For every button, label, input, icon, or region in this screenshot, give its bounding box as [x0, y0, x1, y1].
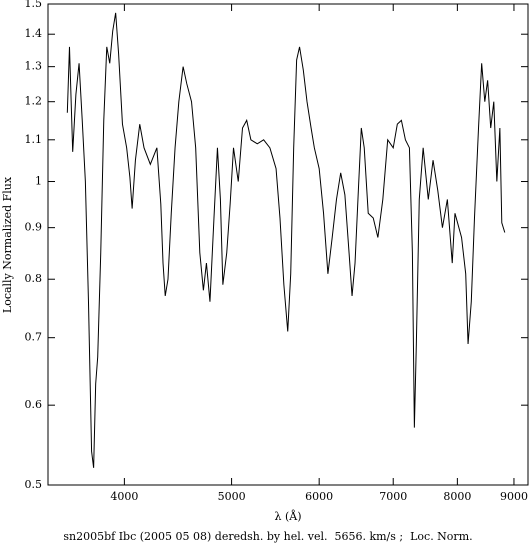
- plot-frame: [47, 3, 529, 486]
- x-tick-label: 9000: [500, 490, 528, 503]
- x-tick-label: 5000: [218, 490, 246, 503]
- x-tick-label: 7000: [379, 490, 407, 503]
- y-axis-label: Locally Normalized Flux: [1, 176, 14, 313]
- y-tick-label: 1.4: [25, 27, 43, 40]
- y-tick-label: 1.3: [25, 60, 43, 73]
- y-tick-label: 1: [35, 175, 42, 188]
- y-tick-label: 1.5: [25, 0, 43, 10]
- y-tick-label: 0.9: [25, 221, 43, 234]
- y-tick-label: 1.1: [25, 133, 43, 146]
- x-tick-label: 8000: [443, 490, 471, 503]
- y-tick-label: 0.8: [25, 272, 43, 285]
- y-tick-label: 0.7: [25, 331, 43, 344]
- y-tick-label: 0.6: [25, 398, 43, 411]
- x-tick-label: 6000: [305, 490, 333, 503]
- y-tick-label: 0.5: [25, 478, 43, 491]
- spectrum-line: [66, 12, 506, 468]
- x-tick-label: 4000: [110, 490, 138, 503]
- caption: sn2005bf Ibc (2005 05 08) deredsh. by he…: [63, 530, 472, 543]
- x-axis-label: λ (Å): [275, 509, 302, 523]
- y-tick-label: 1.2: [25, 95, 43, 108]
